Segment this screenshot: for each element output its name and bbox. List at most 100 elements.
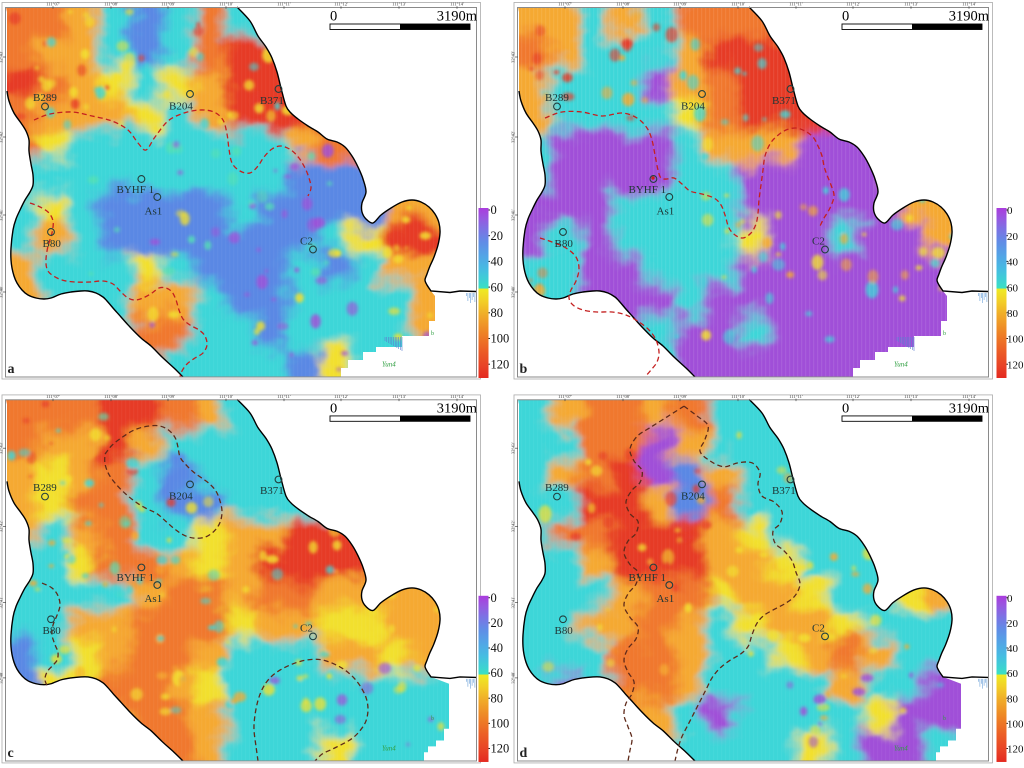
svg-text:100: 100 bbox=[491, 717, 510, 731]
svg-text:Yun4: Yun4 bbox=[894, 746, 908, 753]
svg-text:Yun4: Yun4 bbox=[894, 361, 908, 369]
svg-text:80: 80 bbox=[491, 691, 503, 705]
svg-text:80: 80 bbox=[491, 306, 504, 320]
svg-text:111°10': 111°10' bbox=[219, 2, 233, 7]
svg-text:d: d bbox=[520, 745, 528, 760]
svg-text:32°41': 32°41' bbox=[511, 597, 516, 609]
svg-text:B289: B289 bbox=[33, 482, 57, 494]
svg-text:0: 0 bbox=[330, 401, 337, 417]
svg-text:0: 0 bbox=[842, 9, 849, 25]
svg-text:100: 100 bbox=[1007, 334, 1024, 346]
svg-text:111°14': 111°14' bbox=[962, 2, 976, 7]
svg-text:3190m: 3190m bbox=[437, 9, 478, 25]
svg-text:BYHF 1: BYHF 1 bbox=[629, 572, 667, 584]
svg-text:C2: C2 bbox=[300, 236, 313, 248]
svg-text:111°13': 111°13' bbox=[904, 2, 918, 7]
svg-text:32°43': 32°43' bbox=[511, 51, 516, 63]
svg-text:BYHF 1: BYHF 1 bbox=[629, 184, 667, 196]
svg-text:120: 120 bbox=[1007, 359, 1024, 371]
svg-text:40: 40 bbox=[491, 641, 503, 655]
svg-text:111°09': 111°09' bbox=[161, 2, 175, 7]
svg-text:Yun4: Yun4 bbox=[382, 746, 396, 753]
svg-text:111°12': 111°12' bbox=[334, 394, 348, 399]
svg-text:111°13': 111°13' bbox=[392, 394, 406, 399]
svg-text:111°13': 111°13' bbox=[904, 394, 918, 399]
svg-text:B80: B80 bbox=[555, 625, 574, 637]
svg-text:C2: C2 bbox=[812, 623, 825, 635]
svg-text:32°40': 32°40' bbox=[511, 286, 516, 298]
svg-text:C2: C2 bbox=[300, 623, 313, 635]
svg-text:32°40': 32°40' bbox=[0, 286, 4, 298]
svg-text:120: 120 bbox=[1007, 744, 1024, 756]
svg-text:40: 40 bbox=[1007, 257, 1019, 269]
svg-text:Yun4: Yun4 bbox=[382, 361, 396, 369]
svg-text:111°09': 111°09' bbox=[673, 394, 687, 399]
svg-text:100: 100 bbox=[1007, 719, 1024, 731]
svg-text:B289: B289 bbox=[33, 92, 57, 104]
svg-text:B371: B371 bbox=[260, 485, 284, 497]
svg-text:111°09': 111°09' bbox=[673, 2, 687, 7]
svg-text:111°11': 111°11' bbox=[789, 394, 803, 399]
svg-text:60: 60 bbox=[1007, 668, 1019, 680]
svg-text:32°41': 32°41' bbox=[0, 597, 4, 609]
svg-text:111°11': 111°11' bbox=[789, 2, 803, 7]
svg-text:20: 20 bbox=[1007, 231, 1019, 243]
svg-text:c: c bbox=[8, 745, 14, 760]
svg-text:111°07': 111°07' bbox=[46, 2, 60, 7]
svg-text:111°12': 111°12' bbox=[334, 2, 348, 7]
svg-text:As1: As1 bbox=[657, 593, 675, 605]
svg-text:111°14': 111°14' bbox=[450, 2, 464, 7]
svg-text:32°42': 32°42' bbox=[0, 520, 4, 532]
svg-text:b: b bbox=[431, 331, 434, 337]
svg-text:32°41': 32°41' bbox=[0, 209, 4, 221]
svg-text:B204: B204 bbox=[681, 101, 705, 113]
svg-text:B289: B289 bbox=[545, 92, 569, 104]
svg-text:80: 80 bbox=[1007, 693, 1019, 705]
svg-text:As1: As1 bbox=[657, 206, 675, 218]
svg-text:111°07': 111°07' bbox=[558, 394, 572, 399]
svg-text:32°42': 32°42' bbox=[511, 520, 516, 532]
svg-text:0: 0 bbox=[842, 401, 849, 417]
svg-text:111°14': 111°14' bbox=[962, 394, 976, 399]
svg-text:32°43': 32°43' bbox=[511, 442, 516, 454]
svg-text:20: 20 bbox=[1007, 618, 1019, 630]
svg-text:32°42': 32°42' bbox=[0, 131, 4, 143]
svg-text:B204: B204 bbox=[169, 491, 193, 503]
svg-text:60: 60 bbox=[491, 666, 503, 680]
svg-text:b: b bbox=[943, 331, 946, 337]
svg-text:BYHF 1: BYHF 1 bbox=[117, 184, 155, 196]
svg-text:100: 100 bbox=[491, 332, 510, 346]
svg-text:B371: B371 bbox=[772, 485, 796, 497]
svg-text:B371: B371 bbox=[260, 95, 284, 107]
svg-text:3190m: 3190m bbox=[949, 9, 990, 25]
svg-text:111°10': 111°10' bbox=[219, 394, 233, 399]
svg-text:111°07': 111°07' bbox=[46, 394, 60, 399]
svg-text:40: 40 bbox=[1007, 643, 1019, 655]
svg-text:111°12': 111°12' bbox=[846, 2, 860, 7]
svg-text:120: 120 bbox=[491, 742, 510, 756]
svg-text:111°07': 111°07' bbox=[558, 2, 572, 7]
svg-text:111°14': 111°14' bbox=[450, 394, 464, 399]
svg-text:B80: B80 bbox=[43, 625, 62, 637]
svg-text:40: 40 bbox=[491, 255, 504, 269]
svg-text:32°43': 32°43' bbox=[0, 51, 4, 63]
svg-text:As1: As1 bbox=[145, 206, 163, 218]
svg-text:111°10': 111°10' bbox=[731, 394, 745, 399]
svg-text:32°40': 32°40' bbox=[511, 672, 516, 684]
svg-text:80: 80 bbox=[1007, 308, 1019, 320]
svg-text:32°43': 32°43' bbox=[0, 442, 4, 454]
svg-text:60: 60 bbox=[491, 280, 504, 294]
svg-text:B80: B80 bbox=[43, 238, 62, 250]
svg-text:111°08': 111°08' bbox=[616, 2, 630, 7]
svg-text:32°40': 32°40' bbox=[0, 672, 4, 684]
svg-text:b: b bbox=[520, 362, 528, 377]
svg-text:B289: B289 bbox=[545, 482, 569, 494]
svg-text:111°11': 111°11' bbox=[277, 2, 291, 7]
svg-text:20: 20 bbox=[491, 229, 504, 243]
svg-text:3190m: 3190m bbox=[437, 401, 477, 417]
svg-text:B204: B204 bbox=[681, 491, 705, 503]
svg-text:0: 0 bbox=[1007, 205, 1013, 217]
svg-text:111°11': 111°11' bbox=[277, 394, 291, 399]
svg-text:3190m: 3190m bbox=[949, 401, 989, 417]
svg-text:32°41': 32°41' bbox=[511, 209, 516, 221]
